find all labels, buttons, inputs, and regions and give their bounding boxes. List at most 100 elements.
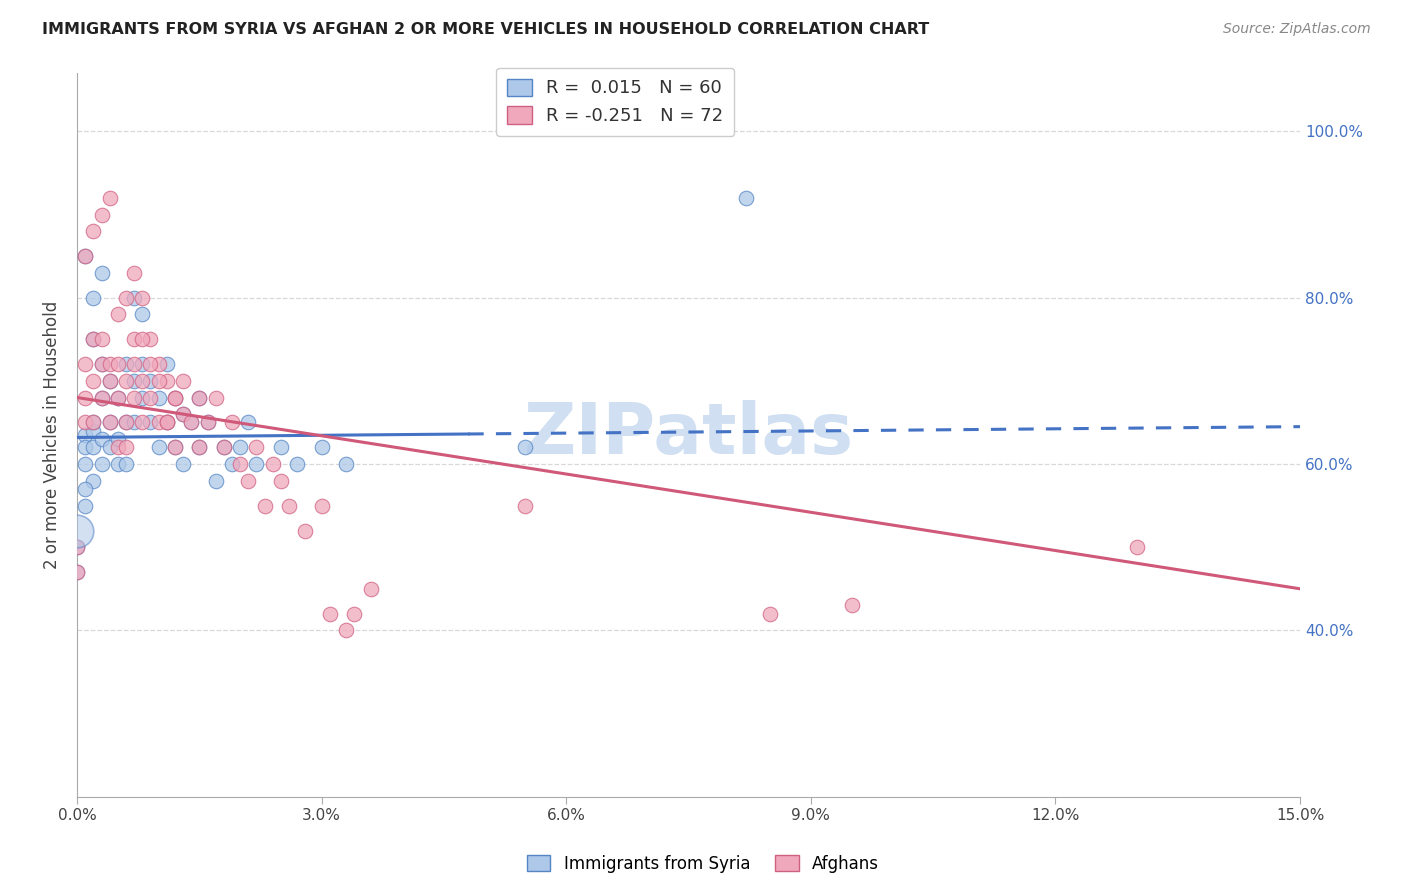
Point [515,441,537,455]
Point [75,441,97,455]
Point [115,416,138,430]
Point [163,391,186,405]
Y-axis label: 2 or more Vehicles in Household: 2 or more Vehicles in Household [44,301,60,569]
Point [115,291,138,305]
Point [75,457,97,471]
Point [156,416,179,430]
Point [75,249,97,263]
Point [82,332,104,346]
Point [107,357,129,371]
Point [245,457,267,471]
Point [82,416,104,430]
Point [197,416,219,430]
Point [245,441,267,455]
Point [107,307,129,321]
Point [82,224,104,238]
Point [98,357,121,371]
Point [180,416,202,430]
Point [66,540,89,554]
Point [204,474,226,488]
Point [66,565,89,579]
Point [82,332,104,346]
Point [229,441,252,455]
Point [335,457,357,471]
Point [98,441,121,455]
Point [148,374,170,388]
Point [238,474,260,488]
Point [66,565,89,579]
Point [90,432,112,446]
Point [115,357,138,371]
Point [115,374,138,388]
Point [75,249,97,263]
Point [107,457,129,471]
Point [90,332,112,346]
Point [278,499,301,513]
Point [98,416,121,430]
Point [90,391,112,405]
Point [841,599,863,613]
Point [188,441,211,455]
Point [90,457,112,471]
Point [90,357,112,371]
Point [188,391,211,405]
Point [98,416,121,430]
Point [75,391,97,405]
Point [82,416,104,430]
Point [311,441,333,455]
Point [270,441,292,455]
Point [82,474,104,488]
Point [122,357,145,371]
Point [270,474,292,488]
Point [163,441,186,455]
Point [107,391,129,405]
Point [139,391,162,405]
Point [148,391,170,405]
Point [285,457,308,471]
Point [107,391,129,405]
Point [294,524,316,538]
Point [221,416,243,430]
Text: Source: ZipAtlas.com: Source: ZipAtlas.com [1223,22,1371,37]
Point [75,357,97,371]
Point [172,407,194,421]
Point [163,391,186,405]
Point [1126,540,1149,554]
Text: IMMIGRANTS FROM SYRIA VS AFGHAN 2 OR MORE VEHICLES IN HOUSEHOLD CORRELATION CHAR: IMMIGRANTS FROM SYRIA VS AFGHAN 2 OR MOR… [42,22,929,37]
Point [163,391,186,405]
Point [734,191,756,205]
Legend: R =  0.015   N = 60, R = -0.251   N = 72: R = 0.015 N = 60, R = -0.251 N = 72 [496,68,734,136]
Point [122,332,145,346]
Point [238,416,260,430]
Point [98,191,121,205]
Point [107,441,129,455]
Point [115,416,138,430]
Point [229,457,252,471]
Point [515,499,537,513]
Text: ZIPatlas: ZIPatlas [523,401,853,469]
Point [82,424,104,438]
Point [115,457,138,471]
Point [131,374,153,388]
Point [131,391,153,405]
Point [98,374,121,388]
Point [188,441,211,455]
Point [66,524,89,538]
Point [319,607,342,621]
Point [82,291,104,305]
Point [156,416,179,430]
Point [311,499,333,513]
Point [759,607,782,621]
Point [82,441,104,455]
Point [262,457,284,471]
Point [131,357,153,371]
Point [139,374,162,388]
Point [122,374,145,388]
Point [98,374,121,388]
Point [172,457,194,471]
Point [115,441,138,455]
Point [107,432,129,446]
Point [148,357,170,371]
Point [343,607,366,621]
Point [172,374,194,388]
